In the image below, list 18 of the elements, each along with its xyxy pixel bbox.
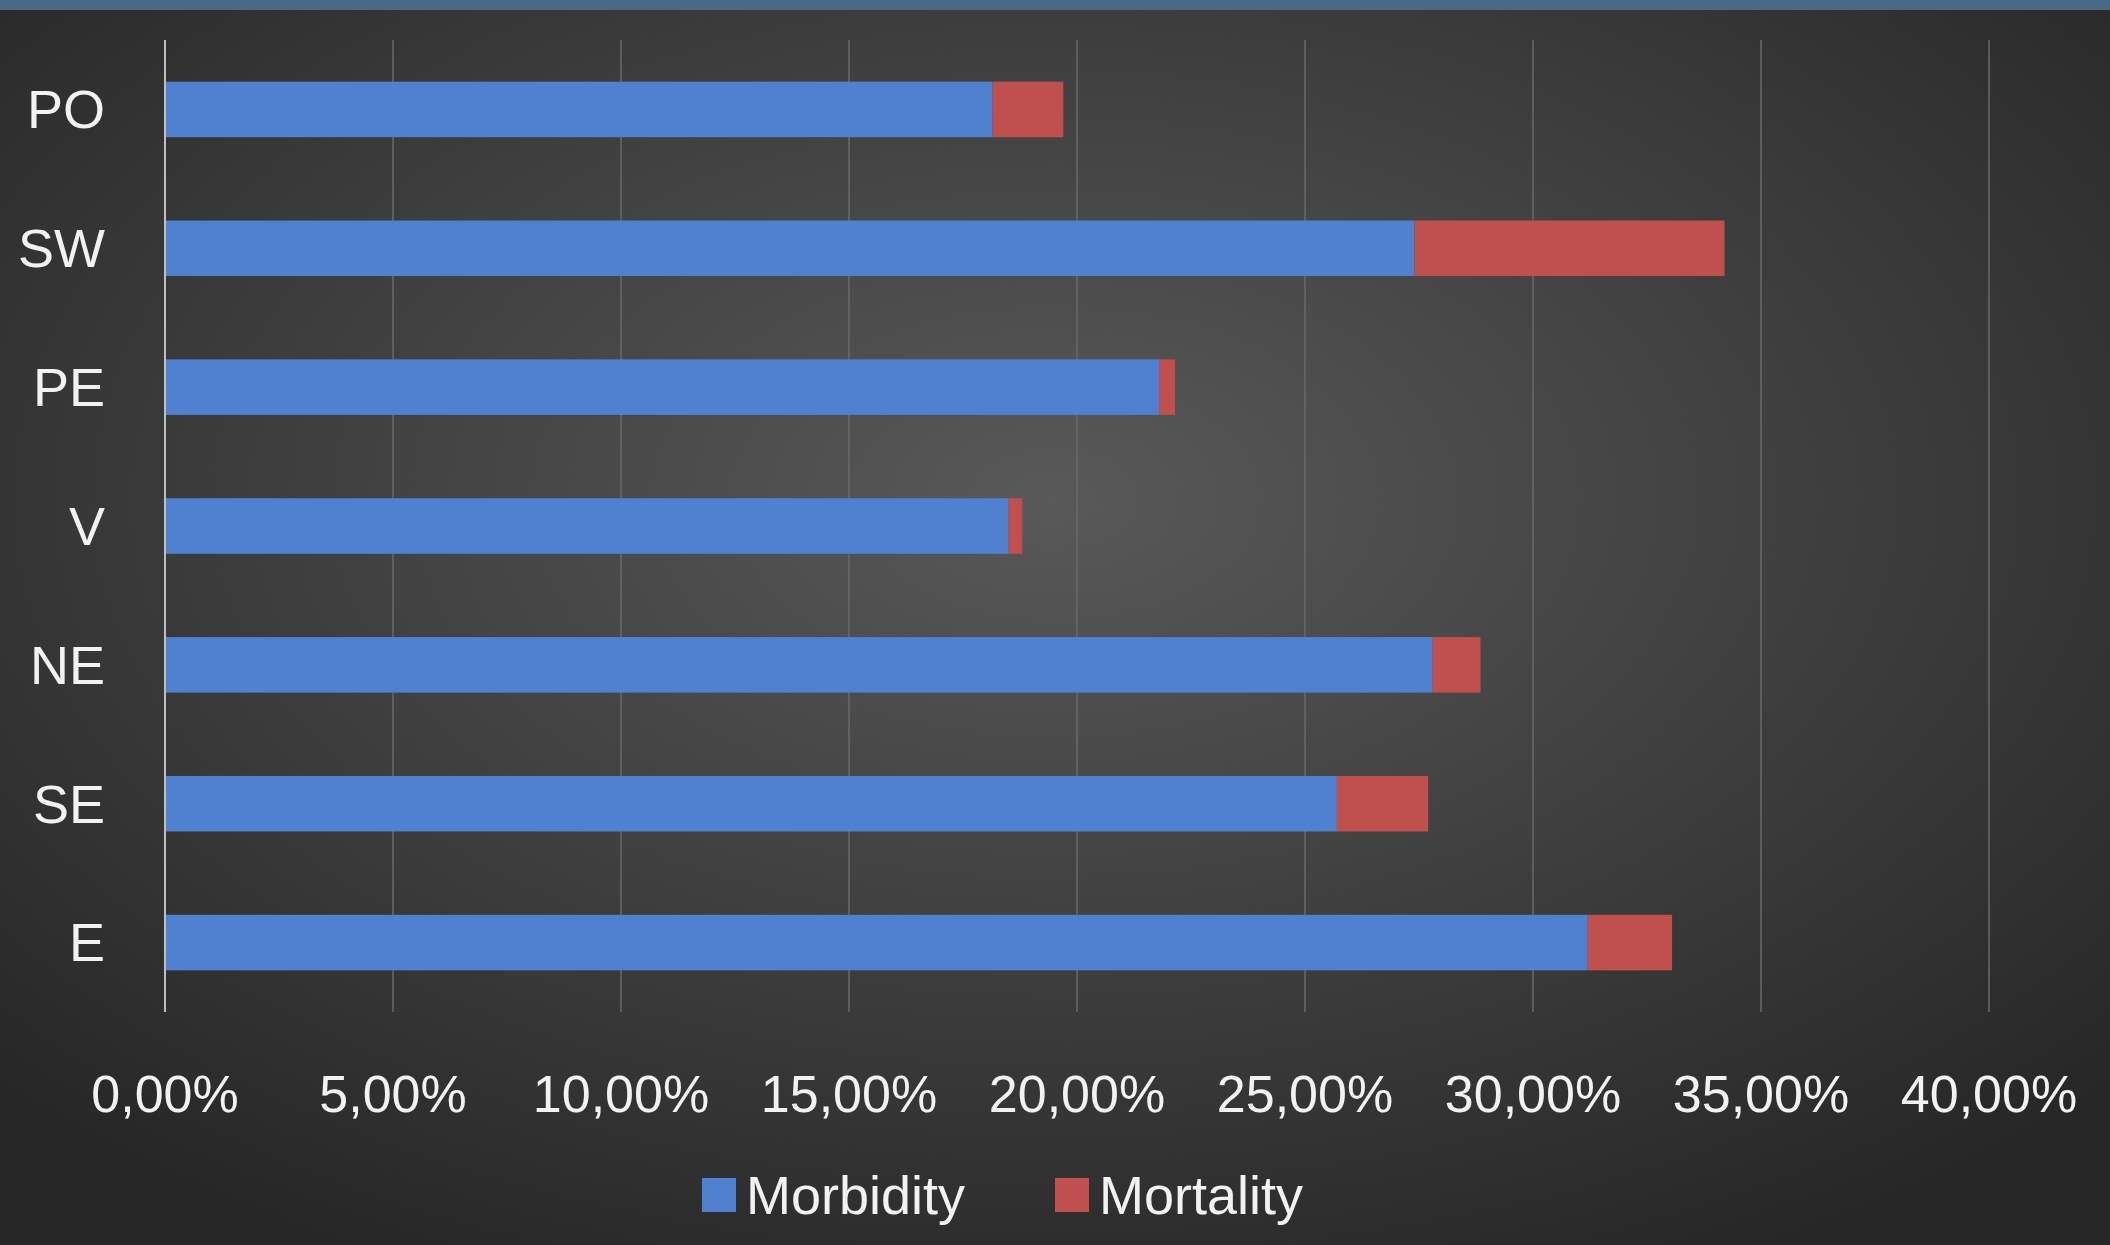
x-tick-label: 5,00%	[319, 1065, 467, 1123]
x-tick-label: 35,00%	[1672, 1065, 1850, 1123]
y-tick-label: NE	[29, 634, 105, 695]
x-tick-label: 0,00%	[91, 1065, 239, 1123]
x-tick-label: 20,00%	[988, 1065, 1166, 1123]
y-tick-label: V	[68, 495, 105, 556]
x-tick-label: 25,00%	[1216, 1065, 1394, 1123]
y-tick-label: PO	[26, 79, 105, 140]
y-tick-label: PE	[32, 357, 105, 418]
x-tick-label: 15,00%	[760, 1065, 938, 1123]
x-tick-label: 10,00%	[532, 1065, 710, 1123]
y-tick-label: SW	[18, 218, 106, 279]
x-tick-label: 30,00%	[1444, 1065, 1622, 1123]
legend-label: Morbidity	[746, 1164, 966, 1225]
legend-label: Mortality	[1099, 1164, 1304, 1225]
y-tick-label: E	[68, 912, 105, 973]
y-tick-label: SE	[32, 773, 105, 834]
x-tick-label: 40,00%	[1900, 1065, 2078, 1123]
